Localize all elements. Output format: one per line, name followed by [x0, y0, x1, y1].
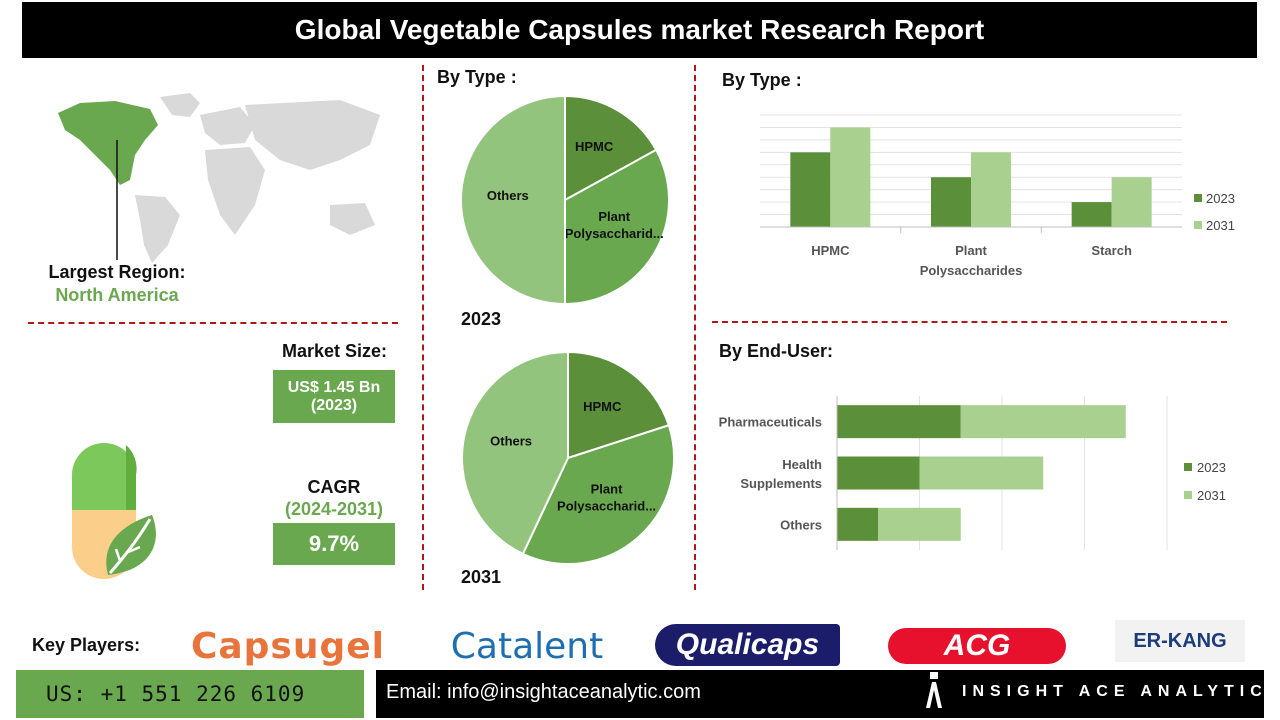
world-map — [58, 93, 380, 263]
bar — [1111, 177, 1152, 227]
bar-type-header: By Type : — [722, 70, 802, 90]
bar-chart-by-enduser: Pharmaceuticals Health Supplements Others 20… — [719, 396, 1226, 550]
bar — [837, 456, 920, 490]
divider — [712, 321, 1227, 323]
pie-slice-label: Others — [487, 188, 529, 203]
logo-catalent: Catalent — [450, 625, 604, 667]
market-size-value: US$ 1.45 Bn — [287, 378, 381, 396]
largest-region-label: Largest Region: — [48, 262, 186, 282]
pie-slice — [564, 148, 670, 306]
legend-label: 2023 — [1197, 460, 1226, 475]
pie-slice — [460, 94, 566, 306]
legend-swatch — [1194, 221, 1202, 229]
legend-swatch — [1184, 463, 1192, 471]
map-asia — [245, 100, 380, 170]
x-tick-label: HPMC — [811, 243, 850, 258]
map-europe — [200, 107, 255, 145]
capsule-icon — [72, 443, 156, 579]
pie-slice — [564, 94, 658, 202]
cagr-label: CAGR — [307, 477, 361, 497]
map-australia — [330, 203, 375, 235]
cagr-value: 9.7% — [273, 523, 395, 565]
x-tick-label: Starch — [1091, 243, 1132, 258]
contact-email[interactable]: Email: info@insightaceanalytic.com — [386, 681, 701, 703]
logo-capsugel: Capsugel — [190, 625, 386, 667]
bar — [837, 507, 879, 541]
pie-year-2023: 2023 — [461, 309, 502, 329]
key-players-label: Key Players: — [32, 635, 141, 655]
legend-label: 2023 — [1206, 191, 1235, 206]
bar — [931, 177, 971, 227]
map-africa — [205, 147, 265, 235]
map-south-america — [135, 195, 180, 263]
market-size-label: Market Size: — [282, 341, 388, 361]
enduser-header: By End-User: — [719, 341, 834, 361]
bar — [919, 456, 1044, 490]
divider — [422, 65, 424, 590]
divider — [28, 322, 398, 324]
largest-region-value: North America — [55, 285, 179, 305]
page-title: Global Vegetable Capsules market Researc… — [22, 2, 1257, 58]
legend-label: 2031 — [1206, 218, 1235, 233]
pie-slice — [521, 423, 675, 565]
bar — [960, 405, 1126, 439]
logo-er-kang: ER-KANG — [1115, 620, 1245, 662]
pie-slice — [567, 350, 671, 460]
x-tick-label: Plant Polysaccharides — [920, 243, 1023, 278]
y-tick-label: Pharmaceuticals — [719, 415, 822, 430]
pie-year-2031: 2031 — [461, 567, 502, 587]
market-size-box: US$ 1.45 Bn (2023) — [273, 370, 395, 423]
legend-swatch — [1194, 194, 1202, 202]
brand-logo-icon — [926, 672, 942, 708]
pie-slice-label: HPMC — [575, 139, 614, 154]
pie-slice — [461, 350, 569, 556]
pie-slice-label: Plant Polysaccharid... — [565, 209, 664, 241]
logo-acg: ACG — [888, 628, 1066, 664]
cagr-period: (2024-2031) — [284, 499, 384, 519]
pie-chart-2023: HPMC Plant Polysaccharid... Others — [460, 94, 670, 306]
pie-chart-2031: HPMC Plant Polysaccharid... Others — [461, 350, 675, 565]
divider — [694, 65, 696, 590]
largest-region: Largest Region: North America — [22, 262, 212, 306]
bar — [790, 152, 831, 227]
bar — [837, 405, 961, 439]
map-greenland — [160, 93, 200, 117]
bar — [878, 507, 961, 541]
bar-chart-by-type: HPMC Plant Polysaccharides Starch 2023 2031 — [760, 114, 1235, 278]
legend-label: 2031 — [1197, 488, 1226, 503]
y-tick-label: Others — [780, 517, 822, 532]
logo-qualicaps: Qualicaps — [655, 624, 840, 666]
pie-slice-label: Others — [490, 433, 532, 448]
footer-bar — [376, 670, 1264, 718]
pie-slice-label: Plant Polysaccharid... — [557, 482, 656, 514]
market-size-year: (2023) — [310, 396, 358, 414]
pie-section-header: By Type : — [437, 67, 517, 87]
pie-slice-label: HPMC — [583, 399, 622, 414]
bar — [1071, 202, 1112, 227]
brand-name: INSIGHT ACE ANALYTIC — [962, 683, 1268, 700]
bar — [971, 152, 1011, 227]
y-tick-label: Health Supplements — [740, 457, 822, 491]
bar — [830, 127, 871, 227]
map-north-america — [58, 101, 158, 185]
legend-swatch — [1184, 491, 1192, 499]
contact-phone: US: +1 551 226 6109 — [16, 670, 364, 718]
